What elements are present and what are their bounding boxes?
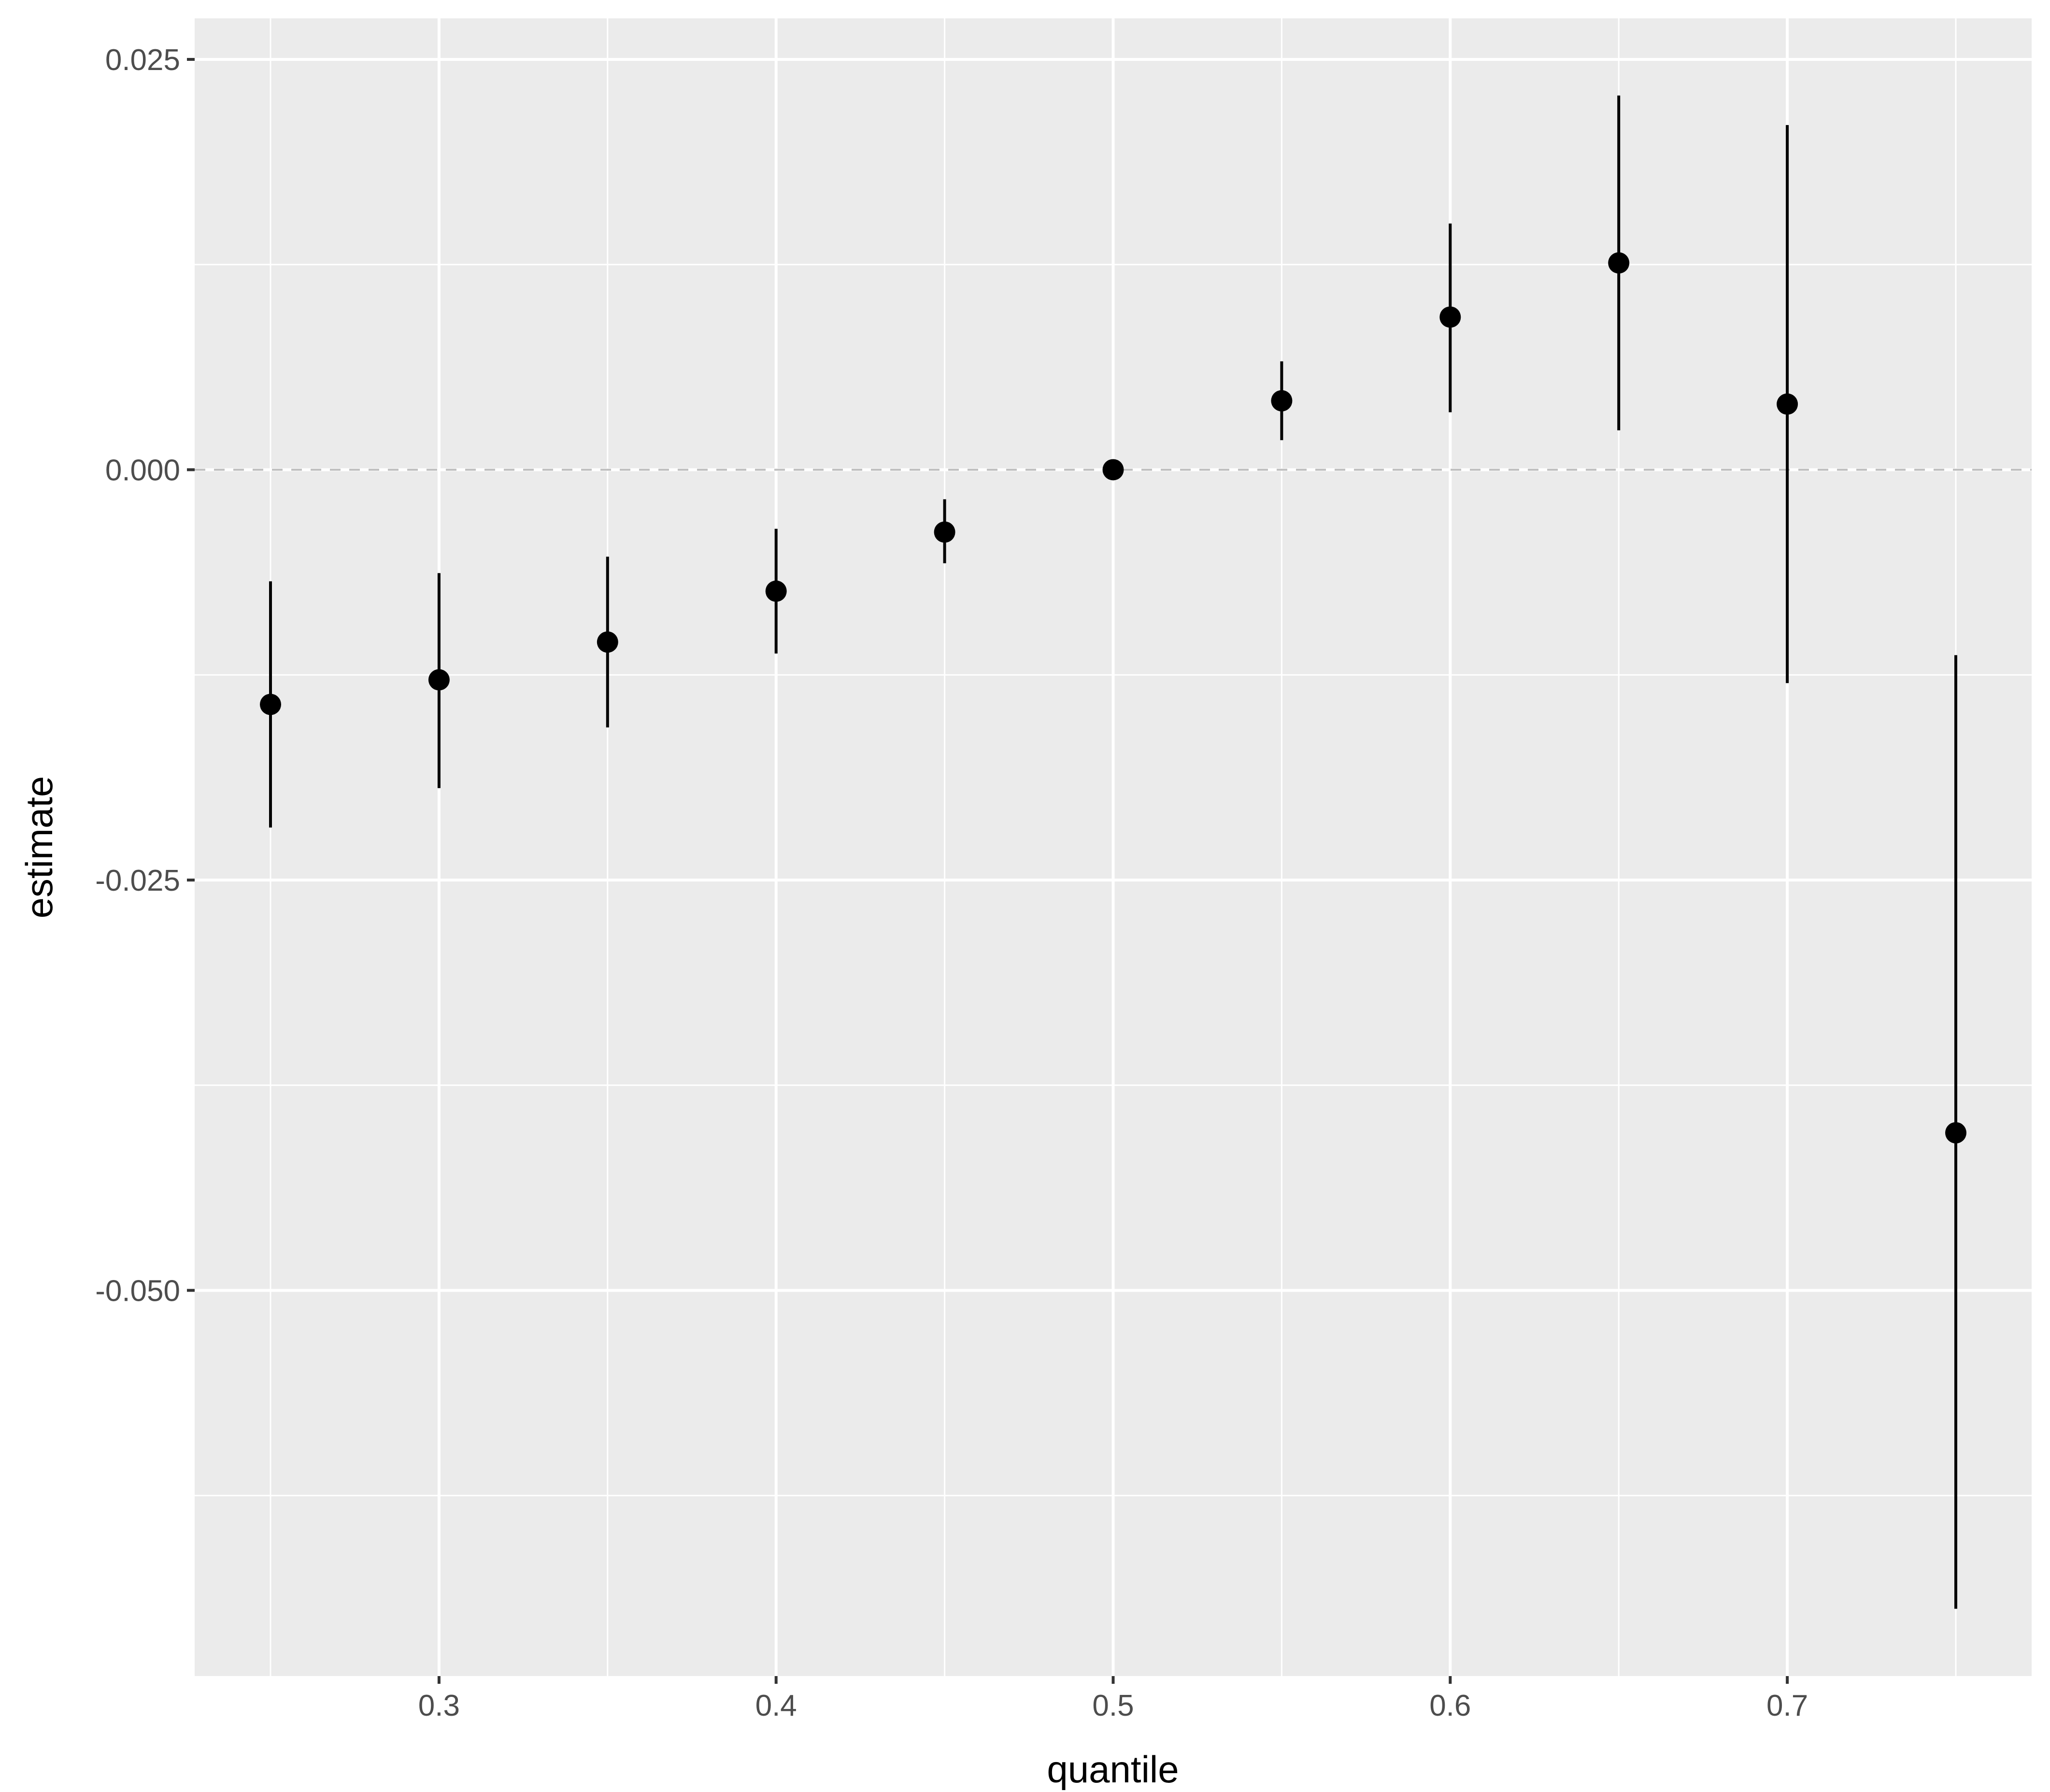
data-point: [934, 521, 955, 543]
data-point: [1439, 306, 1461, 328]
x-axis-title: quantile: [1047, 1748, 1179, 1791]
data-point: [260, 694, 282, 715]
x-tick-label: 0.6: [1429, 1689, 1471, 1722]
data-points: [260, 252, 1966, 1144]
x-tick-label: 0.5: [1092, 1689, 1134, 1722]
data-point: [1608, 252, 1630, 274]
y-tick-label: -0.050: [95, 1274, 180, 1308]
data-point: [1271, 390, 1293, 412]
data-point: [1777, 393, 1798, 415]
data-point: [597, 631, 618, 653]
data-point: [1945, 1122, 1966, 1144]
x-tick-label: 0.3: [418, 1689, 460, 1722]
y-tick-label: -0.025: [95, 864, 180, 897]
x-axis-ticks: 0.3 0.4 0.5 0.6 0.7: [418, 1676, 1808, 1722]
y-tick-label: 0.025: [105, 43, 180, 77]
y-axis-ticks: 0.025 0.000 -0.025 -0.050: [95, 43, 195, 1308]
data-point: [765, 580, 787, 602]
y-tick-label: 0.000: [105, 454, 180, 487]
x-tick-label: 0.4: [755, 1689, 797, 1722]
x-tick-label: 0.7: [1766, 1689, 1808, 1722]
data-point: [428, 669, 450, 691]
y-axis-title: estimate: [18, 776, 60, 919]
data-point: [1102, 459, 1124, 481]
